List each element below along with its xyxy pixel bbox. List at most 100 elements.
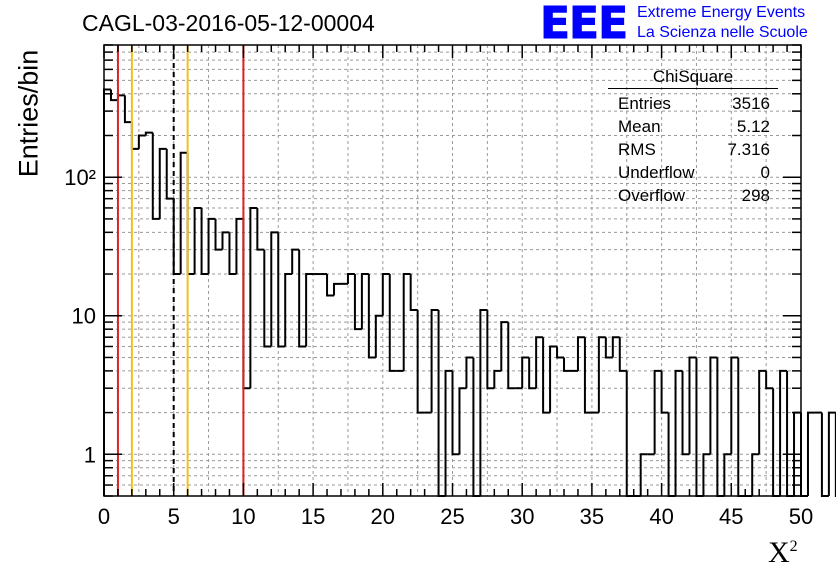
- histogram-bin: [779, 369, 788, 496]
- x-tick-label: 5: [168, 504, 180, 529]
- histogram-bin: [765, 370, 774, 390]
- histogram-bin: [500, 321, 509, 371]
- x-tick-label: 30: [510, 504, 534, 529]
- histogram-bin: [806, 411, 815, 496]
- stats-value: 7.316: [727, 140, 770, 159]
- histogram-bin: [179, 151, 188, 275]
- x-tick-label: 25: [440, 504, 464, 529]
- stats-value: 5.12: [736, 117, 770, 136]
- histogram-bin: [583, 337, 592, 414]
- logo-line-1: Extreme Energy Events: [637, 4, 806, 21]
- x-tick-label: 10: [231, 504, 255, 529]
- histogram-bin: [611, 336, 620, 358]
- histogram-bin: [284, 273, 293, 347]
- histogram-bin: [249, 206, 258, 389]
- x-axis-label: X2: [768, 536, 798, 569]
- x-tick-label: 35: [580, 504, 604, 529]
- histogram-bin: [374, 314, 383, 358]
- histogram-bin: [172, 198, 181, 276]
- histogram-bin: [353, 274, 362, 331]
- histogram-bin: [333, 282, 341, 296]
- histogram-bin: [416, 310, 425, 414]
- histogram-bin: [137, 134, 146, 149]
- y-tick-label: 1: [84, 442, 96, 467]
- stats-title: ChiSquare: [608, 67, 778, 89]
- histogram-bin: [151, 132, 160, 220]
- histogram-bin: [144, 131, 153, 136]
- histogram-bin: [430, 309, 439, 413]
- histogram-bin: [507, 322, 516, 390]
- histogram-bin: [653, 369, 662, 455]
- histogram-bin: [235, 217, 244, 275]
- stats-row-overflow: Overflow 298: [608, 184, 778, 207]
- stats-row-entries: Entries 3516: [608, 92, 778, 115]
- histogram-bin: [772, 388, 781, 497]
- histogram-bin: [270, 231, 279, 347]
- histogram-bin: [256, 207, 265, 251]
- stats-row-rms: RMS 7.316: [608, 138, 778, 161]
- stats-row-mean: Mean 5.12: [608, 115, 778, 138]
- histogram-bin: [228, 232, 237, 276]
- histogram-bin: [695, 357, 704, 497]
- histogram-bin: [326, 274, 335, 297]
- reference-lines: [116, 45, 245, 496]
- histogram-bin: [367, 274, 376, 359]
- histogram-bin: [486, 310, 495, 390]
- histogram-bin: [625, 370, 634, 497]
- histogram-bin: [493, 369, 502, 389]
- stats-box: ChiSquare Entries 3516 Mean 5.12 RMS 7.3…: [608, 67, 778, 207]
- x-tick-label: 50: [789, 504, 813, 529]
- stats-value: 298: [741, 186, 770, 205]
- histogram-bin: [298, 249, 307, 348]
- histogram-bin: [681, 370, 690, 456]
- histogram-bin: [109, 89, 118, 102]
- histogram-bin: [444, 369, 453, 496]
- x-tick-label: 0: [98, 504, 110, 529]
- histogram-bin: [263, 249, 272, 348]
- stats-label: Mean: [618, 117, 661, 136]
- histogram-bin: [597, 336, 606, 413]
- stats-value: 3516: [732, 94, 770, 113]
- histogram-bin: [472, 357, 481, 497]
- histogram-bin: [576, 336, 585, 371]
- histogram-bin: [556, 346, 565, 359]
- histogram-bin: [723, 453, 732, 496]
- stats-label: RMS: [618, 140, 656, 159]
- tick-labels: 0 5 10 15 20 25 30 35 40 45 50 1 10 10²: [64, 165, 813, 529]
- histogram-bin: [165, 148, 174, 200]
- y-axis-label-container: Entries/bin: [6, 40, 46, 190]
- histogram-bin: [758, 369, 767, 455]
- histogram-bin: [103, 88, 111, 496]
- y-axis-label: Entries/bin: [13, 49, 44, 178]
- histogram-bin: [186, 152, 195, 276]
- stats-label: Underflow: [618, 163, 695, 182]
- histogram-bin: [521, 356, 530, 389]
- histogram-bin: [291, 248, 300, 275]
- y-tick-label: 10²: [64, 165, 96, 190]
- eee-logo-mark: EEE: [539, 0, 628, 49]
- histogram-bin: [674, 369, 683, 496]
- histogram-bin: [458, 387, 467, 455]
- histogram-bin: [688, 356, 697, 455]
- histogram-bin: [277, 232, 286, 348]
- histogram-bin: [360, 273, 369, 330]
- histogram-bin: [751, 453, 760, 496]
- axes: [103, 44, 802, 497]
- histogram-bin: [123, 95, 132, 124]
- histogram-bin: [346, 273, 355, 284]
- histogram-bin: [200, 207, 209, 276]
- histogram-bin: [402, 273, 411, 371]
- histogram-bin: [388, 274, 397, 372]
- chart-title: CAGL-03-2016-05-12-00004: [82, 10, 375, 36]
- histogram-bin: [207, 217, 216, 275]
- histogram-bin: [639, 453, 648, 496]
- histogram-bin: [542, 337, 551, 414]
- histogram-bin: [820, 412, 829, 497]
- histogram-bin: [158, 147, 167, 219]
- histogram-bin: [116, 94, 125, 101]
- histogram-bin: [528, 357, 537, 390]
- histogram-bin: [827, 411, 836, 496]
- logo-line-2: La Scienza nelle Scuole: [637, 24, 808, 41]
- histogram-bin: [479, 309, 488, 496]
